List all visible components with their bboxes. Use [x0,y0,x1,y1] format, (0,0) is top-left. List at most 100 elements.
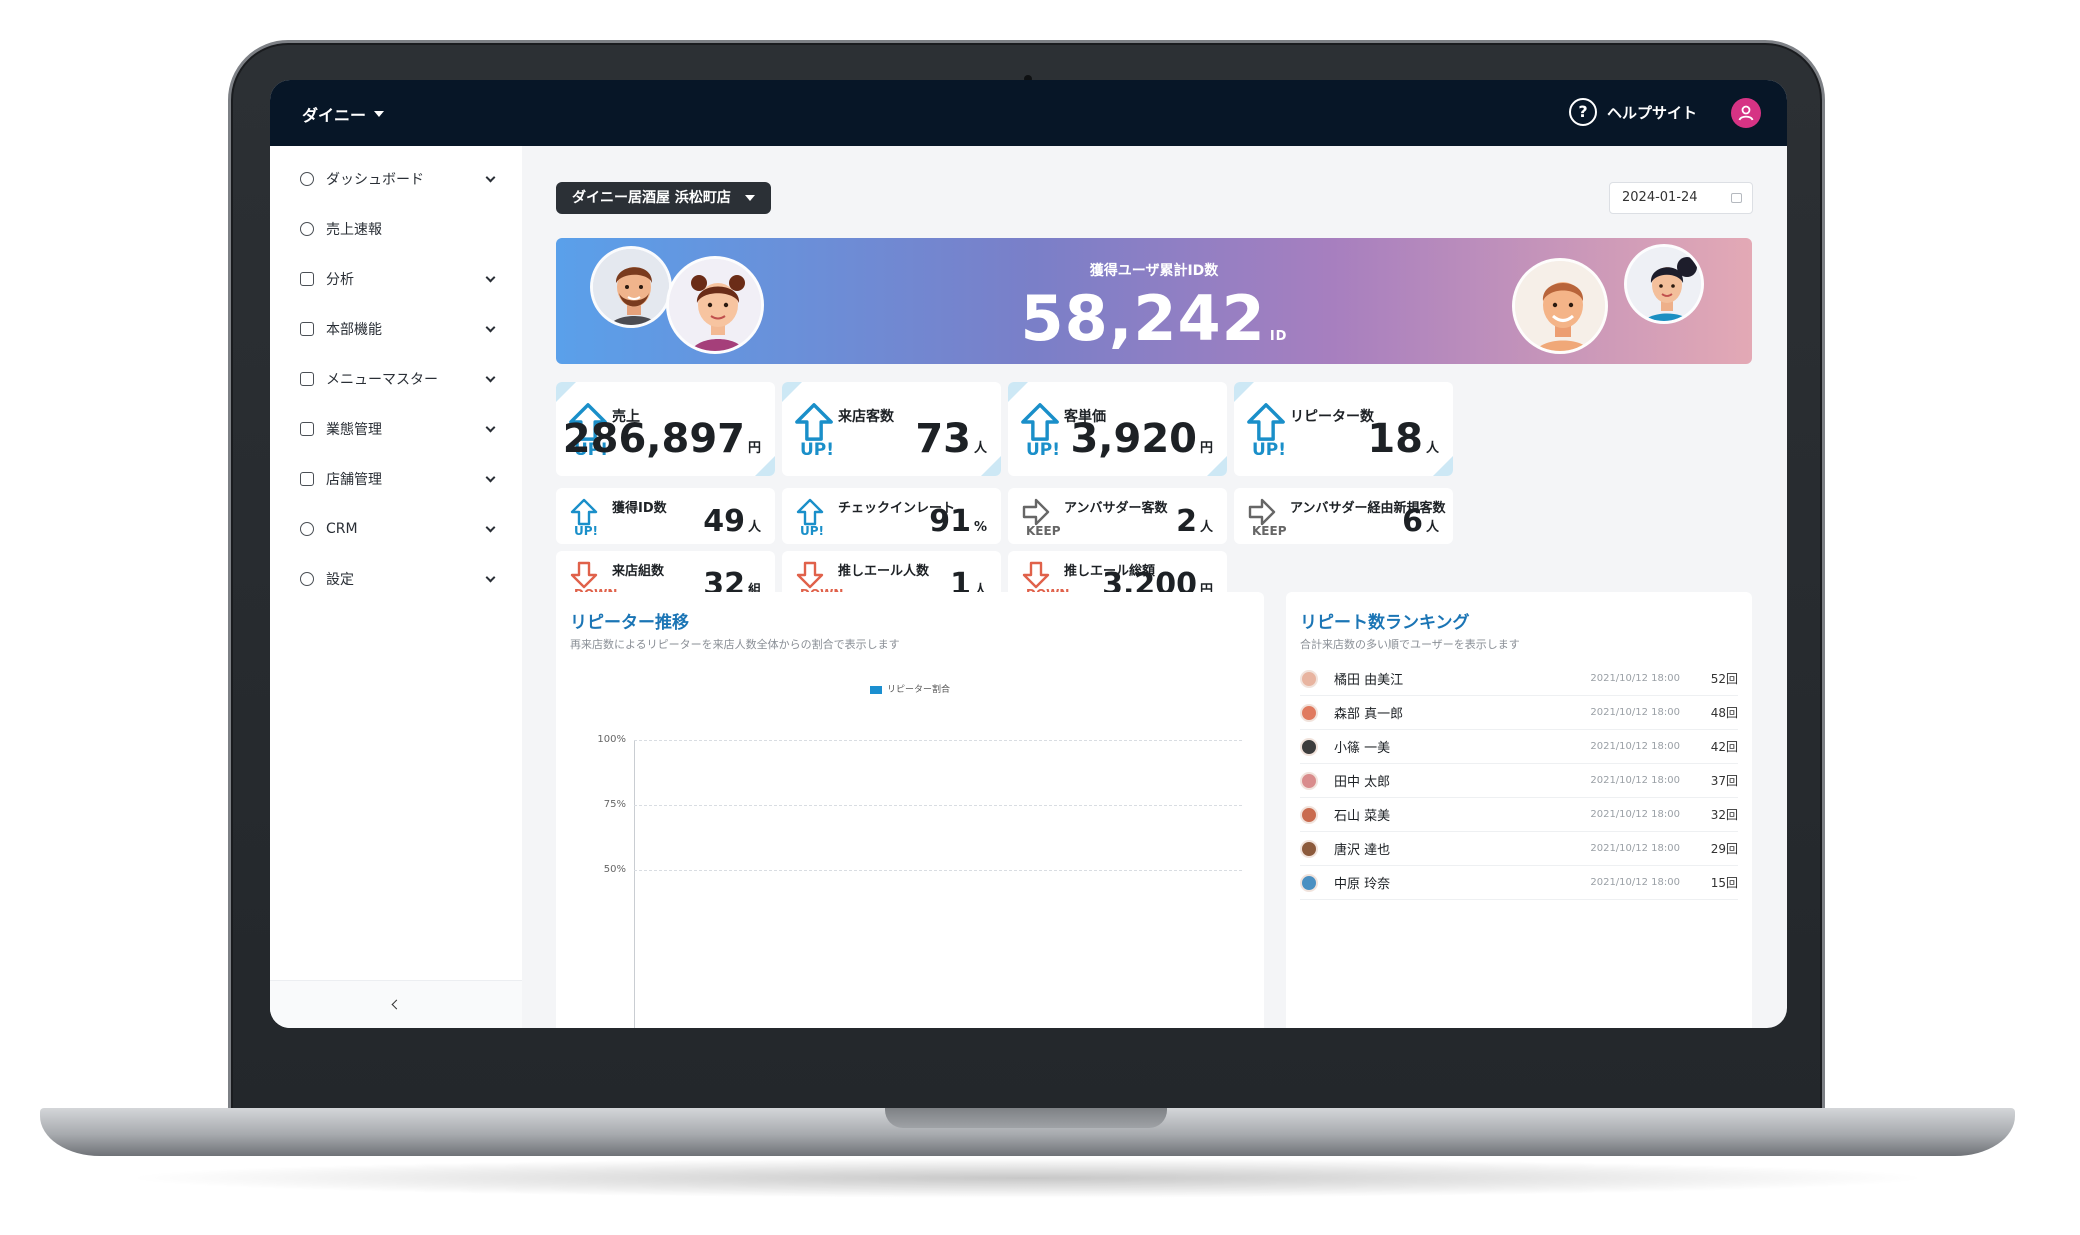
banner-unit: ID [1269,329,1288,344]
user-avatar [1300,703,1318,722]
repeat-ranking-title: リピート数ランキング [1300,613,1470,633]
total-id-banner: 獲得ユーザ累計ID数 58,242 ID [556,238,1752,364]
sidebar-item[interactable]: 分析 [270,254,522,304]
stat-unit: 人 [973,441,987,456]
stat-card: UP! 獲得ID数 49 人 [556,488,775,544]
chevron-down-icon [485,172,496,182]
user-avatar-button[interactable] [1731,98,1761,128]
sidebar-item-label: 設定 [326,572,354,588]
sidebar-item-label: 売上速報 [326,222,382,238]
ranking-row[interactable]: 中原 玲奈 2021/10/12 18:00 15回 [1300,866,1738,900]
sidebar-item-label: 店舗管理 [326,472,382,488]
repeater-trend-description: 再来店数によるリピーターを来店人数全体からの割合で表示します [570,638,900,651]
repeater-trend-panel: リピーター推移 再来店数によるリピーターを来店人数全体からの割合で表示します リ… [556,592,1264,1028]
user-name: 田中 太郎 [1334,775,1391,790]
ytick-label: 50% [603,864,626,875]
avatar-man-smile [1512,258,1608,354]
visit-count: 48回 [1710,706,1738,720]
store-select-value: ダイニー居酒屋 浜松町店 [572,190,731,206]
stat-unit: 人 [1425,520,1439,535]
ranking-row[interactable]: 小篠 一美 2021/10/12 18:00 42回 [1300,730,1738,764]
visit-count: 32回 [1710,808,1738,822]
stat-number: 286,897 [562,416,745,462]
trend-label: UP! [800,524,825,538]
ranking-row[interactable]: 石山 菜美 2021/10/12 18:00 32回 [1300,798,1738,832]
user-name: 小篠 一美 [1334,741,1391,756]
stat-value: 3,920 円 [1070,416,1213,462]
legend-label: リピーター割合 [886,685,950,695]
ranking-row[interactable]: 森部 真一郎 2021/10/12 18:00 48回 [1300,696,1738,730]
avatar-girl-buns [666,256,764,354]
network-icon [300,422,314,436]
sidebar: ダッシュボード売上速報分析 本部機能メニューマスター業態管理店舗管理 CRM 設定 [270,146,522,1028]
stat-number: 73 [915,416,971,462]
user-avatar [1300,771,1318,790]
store-select[interactable]: ダイニー居酒屋 浜松町店 [556,182,771,214]
chevron-down-icon [485,322,496,332]
sidebar-item[interactable]: CRM [270,504,522,554]
arrow-down-icon [1022,561,1050,593]
user-avatar [1300,805,1318,824]
stat-unit: % [973,520,987,535]
arrow-down-icon [796,561,824,593]
card-corner-decoration [1234,382,1254,402]
chevron-down-icon [485,522,496,532]
sidebar-item[interactable]: 店舗管理 [270,454,522,504]
user-icon [1738,105,1754,121]
arrow-up-icon [796,498,824,530]
arrow-right-icon [1022,498,1050,530]
ranking-row[interactable]: 橘田 由美江 2021/10/12 18:00 52回 [1300,662,1738,696]
ytick-label: 75% [603,799,626,810]
card-corner-decoration [556,382,576,402]
user-name: 唐沢 達也 [1334,843,1391,858]
user-avatar [1300,839,1318,858]
help-site-link[interactable]: ? ヘルプサイト [1568,98,1697,126]
visit-date: 2021/10/12 18:00 [1590,673,1680,684]
stat-card: KEEP アンバサダー客数 2 人 [1008,488,1227,544]
sidebar-item[interactable]: 業態管理 [270,404,522,454]
chevron-down-icon [485,572,496,582]
stat-card: UP! 客単価 3,920 円 [1008,382,1227,476]
sidebar-item[interactable]: 本部機能 [270,304,522,354]
date-picker[interactable]: 2024-01-24 [1609,182,1753,214]
arrow-right-icon [1248,498,1276,530]
chevron-down-icon [485,422,496,432]
repeat-ranking-description: 合計来店数の多い順でユーザーを表示します [1300,638,1520,651]
sidebar-item[interactable]: ダッシュボード [270,154,522,204]
stat-unit: 人 [1425,441,1439,456]
ranking-row[interactable]: 唐沢 達也 2021/10/12 18:00 29回 [1300,832,1738,866]
laptop-notch [885,1108,1167,1128]
trend-label: UP! [1026,440,1061,460]
visit-date: 2021/10/12 18:00 [1590,843,1680,854]
stat-title: チェックインレート [838,501,956,516]
arrow-up-icon [794,402,834,446]
camera-icon [1024,75,1032,83]
stat-card: KEEP アンバサダー経由新規客数 6 人 [1234,488,1453,544]
user-name: 中原 玲奈 [1334,877,1391,892]
visit-date: 2021/10/12 18:00 [1590,775,1680,786]
stat-title: アンバサダー客数 [1064,501,1168,516]
stat-unit: 円 [747,441,761,456]
sidebar-item[interactable]: 設定 [270,554,522,604]
user-avatar [1300,737,1318,756]
sidebar-item[interactable]: 売上速報 [270,204,522,254]
arrow-down-icon [570,561,598,593]
sidebar-item-label: メニューマスター [326,372,438,388]
stat-title: 来店客数 [838,409,894,425]
stat-title: アンバサダー経由新規客数 [1290,501,1446,516]
visit-date: 2021/10/12 18:00 [1590,877,1680,888]
brand-menu[interactable]: ダイニー [302,102,385,126]
chevron-down-icon [485,472,496,482]
main-content: ダイニー居酒屋 浜松町店 2024-01-24 [522,146,1787,1028]
smile-icon [300,522,314,536]
arrow-up-icon [570,498,598,530]
repeat-ranking-panel: リピート数ランキング 合計来店数の多い順でユーザーを表示します 橘田 由美江 20… [1286,592,1752,1028]
stat-value: 49 人 [703,504,761,539]
help-icon: ? [1568,98,1597,126]
sidebar-collapse-button[interactable] [270,980,522,1028]
ranking-row[interactable]: 田中 太郎 2021/10/12 18:00 37回 [1300,764,1738,798]
stat-unit: 人 [1199,520,1213,535]
list-icon [300,372,314,386]
stat-number: 91 [929,504,971,539]
sidebar-item[interactable]: メニューマスター [270,354,522,404]
